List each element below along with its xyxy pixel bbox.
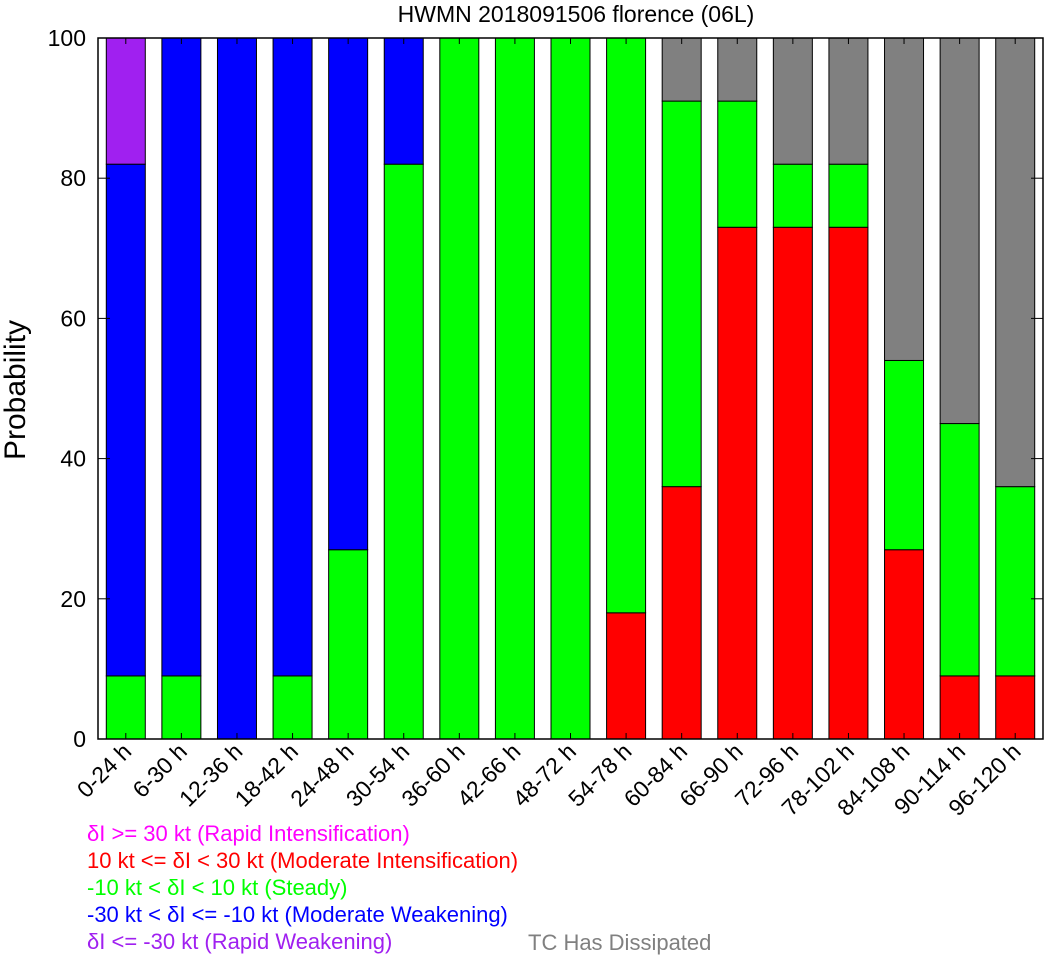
- bar-segment: [939, 37, 980, 425]
- legend-rapid-weakening: δI <= -30 kt (Rapid Weakening): [87, 929, 393, 954]
- bar-segment: [772, 226, 813, 740]
- bar-segment: [216, 37, 257, 740]
- bar-segment: [105, 675, 146, 740]
- y-axis-label: Probability: [0, 320, 32, 460]
- bar-segment: [661, 486, 702, 740]
- legend-rapid-intensification: δI >= 30 kt (Rapid Intensification): [87, 821, 410, 846]
- chart-title: HWMN 2018091506 florence (06L): [398, 1, 755, 27]
- bar-segment: [328, 37, 369, 551]
- bar-segment: [439, 37, 480, 740]
- bar-segment: [995, 486, 1036, 677]
- bar-segment: [161, 675, 202, 740]
- bar-segment: [772, 37, 813, 165]
- bar-segment: [494, 37, 535, 740]
- bar-segment: [884, 37, 925, 361]
- legend-moderate-intensification: 10 kt <= δI < 30 kt (Moderate Intensific…: [87, 848, 519, 873]
- bar-segment: [717, 226, 758, 740]
- y-tick-label: 100: [48, 25, 86, 51]
- legend-dissipated: TC Has Dissipated: [528, 930, 712, 955]
- bar-segment: [105, 37, 146, 165]
- bar-segment: [105, 163, 146, 677]
- bar-segment: [550, 37, 591, 740]
- bar-segment: [995, 675, 1036, 740]
- legend: δI >= 30 kt (Rapid Intensification) 10 k…: [87, 820, 518, 955]
- y-tick-label: 0: [73, 726, 86, 752]
- bar-segment: [939, 423, 980, 677]
- y-tick-label: 20: [60, 586, 86, 612]
- bar-segment: [939, 675, 980, 740]
- bar-segment: [884, 359, 925, 551]
- bar-segment: [661, 100, 702, 488]
- y-tick-label: 40: [60, 446, 86, 472]
- bar-segment: [272, 37, 313, 677]
- legend-steady: -10 kt < δI < 10 kt (Steady): [87, 875, 348, 900]
- bar-segment: [828, 226, 869, 740]
- bars-group: [105, 37, 1036, 740]
- bar-segment: [161, 37, 202, 677]
- bar-segment: [995, 37, 1036, 488]
- bar-segment: [328, 549, 369, 740]
- bar-segment: [717, 100, 758, 228]
- y-tick-label: 80: [60, 165, 86, 191]
- y-tick-label: 60: [60, 305, 86, 331]
- plot-frame: [97, 37, 1044, 740]
- legend-moderate-weakening: -30 kt < δI <= -10 kt (Moderate Weakenin…: [87, 902, 508, 927]
- bar-segment: [717, 37, 758, 102]
- bar-segment: [383, 37, 424, 165]
- bar-segment: [884, 549, 925, 740]
- bar-segment: [828, 37, 869, 165]
- bar-segment: [383, 163, 424, 740]
- bar-segment: [828, 163, 869, 228]
- bar-segment: [772, 163, 813, 228]
- bar-segment: [606, 612, 647, 740]
- bar-segment: [606, 37, 647, 614]
- bar-segment: [272, 675, 313, 740]
- bar-segment: [661, 37, 702, 102]
